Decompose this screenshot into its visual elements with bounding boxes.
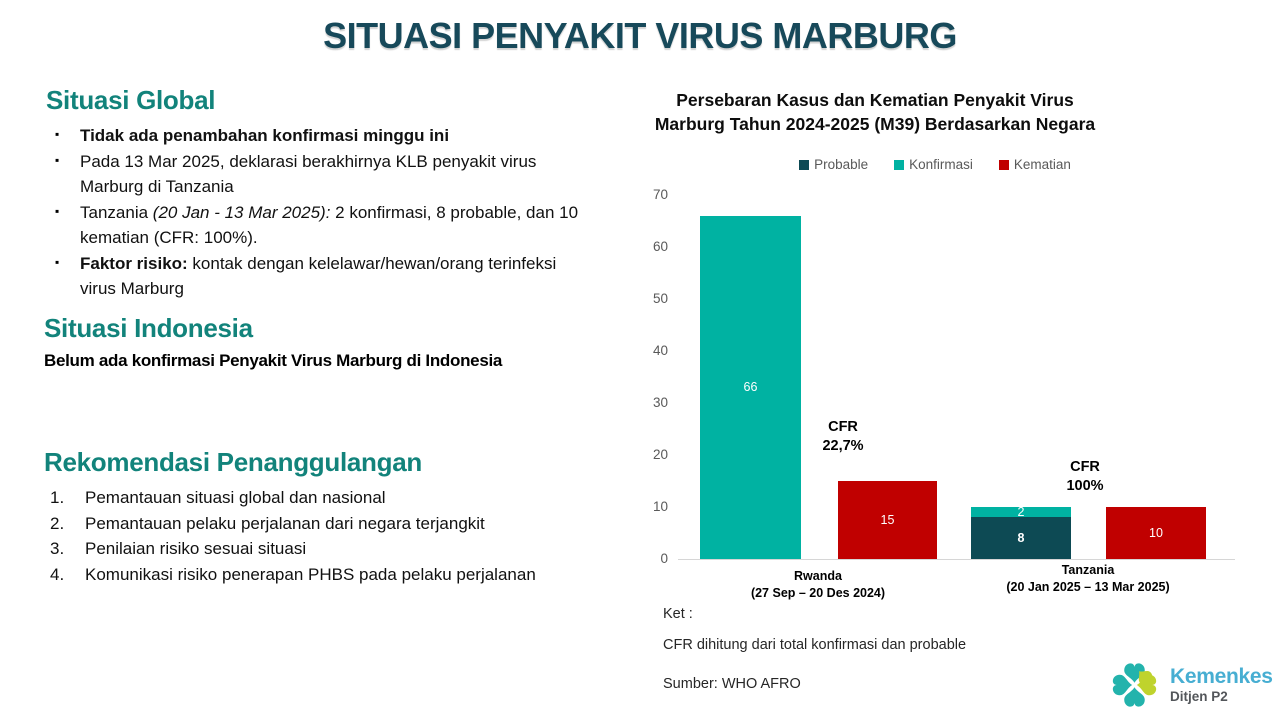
y-axis-tick: 60	[652, 239, 668, 254]
bullet-text: (20 Jan - 13 Mar 2025):	[152, 202, 331, 222]
list-item: Komunikasi risiko penerapan PHBS pada pe…	[50, 562, 536, 587]
kemenkes-logo: Kemenkes Ditjen P2	[1106, 655, 1273, 715]
logo-subtitle: Ditjen P2	[1170, 688, 1228, 704]
legend-item-probable: Probable	[799, 157, 868, 172]
list-item: Pemantauan pelaku perjalanan dari negara…	[50, 511, 485, 536]
heading-situasi-global: Situasi Global	[46, 85, 216, 115]
legend-label: Probable	[814, 157, 869, 172]
bar-value-label: 10	[1149, 526, 1163, 540]
legend-item-kematian: Kematian	[998, 157, 1071, 172]
y-axis-tick: 20	[652, 447, 668, 462]
bullet-text: Pada 13 Mar 2025, deklarasi berakhirnya …	[80, 151, 537, 197]
bar-value-label: 8	[1017, 531, 1025, 546]
bar-rwanda-0: 66	[700, 215, 801, 559]
list-item: ▪ Faktor risiko: kontak dengan kelelawar/…	[46, 251, 591, 302]
legend-item-konfirmasi: Konfirmasi	[894, 157, 973, 172]
category-name: Rwanda	[794, 569, 842, 583]
legend-label: Kematian	[1013, 157, 1071, 172]
bar-value-label: 66	[743, 380, 758, 395]
bullet-text: 2 konfirmasi, 8 probable, dan 10 kematia…	[80, 202, 579, 248]
y-axis-tick: 10	[652, 499, 668, 514]
bullet-text: Faktor risiko:	[80, 253, 188, 273]
rekomendasi-list: Pemantauan situasi global dan nasional P…	[44, 485, 559, 587]
note-ket-text: CFR dihitung dari total konfirmasi dan p…	[663, 637, 967, 653]
x-axis-label-tanzania: Tanzania (20 Jan 2025 – 13 Mar 2025)	[938, 562, 1238, 596]
bar-segment-kematian: 10	[1106, 507, 1206, 559]
section-situasi-indonesia: Situasi Indonesia Belum ada konfirmasi P…	[44, 312, 604, 371]
y-axis-tick: 70	[652, 187, 668, 202]
bar-segment-konfirmasi: 2	[971, 505, 1071, 520]
category-period: (20 Jan 2025 – 13 Mar 2025)	[1006, 580, 1170, 594]
y-axis-tick: 40	[652, 343, 668, 358]
chart-region: Persebaran Kasus dan Kematian Penyakit V…	[640, 85, 1272, 717]
cfr-value: 22,7%	[822, 438, 864, 454]
cfr-title: CFR	[828, 419, 858, 435]
y-axis-tick: 0	[660, 551, 668, 566]
category-period: (27 Sep – 20 Des 2024)	[750, 586, 886, 600]
list-item: ▪ Tidak ada penambahan konfirmasi minggu …	[46, 123, 591, 149]
cfr-annotation-tanzania: CFR 100%	[1025, 458, 1145, 496]
kemenkes-clover-icon	[1112, 663, 1157, 707]
bar-value-label: 2	[1017, 505, 1025, 520]
cfr-annotation-rwanda: CFR 22,7%	[783, 418, 903, 456]
bullet-icon: ▪	[55, 254, 60, 269]
bullet-icon: ▪	[55, 127, 60, 141]
bar-value-label: 15	[880, 513, 895, 527]
chart-title: Persebaran Kasus dan Kematian Penyakit V…	[654, 90, 1096, 134]
section-rekomendasi: Rekomendasi Penanggulangan Pemantauan si…	[44, 446, 559, 587]
chart-plot: CFR 22,7% CFR 100% Rwanda (27 Sep – 20 D…	[653, 187, 1235, 600]
cfr-value: 100%	[1066, 478, 1104, 494]
probable-swatch-icon	[799, 159, 810, 170]
section-situasi-global: Situasi Global ▪ Tidak ada penambahan kon…	[46, 84, 591, 302]
chart-legend: Probable Konfirmasi Kematian	[640, 157, 1230, 172]
list-item: Pemantauan situasi global dan nasional	[50, 485, 386, 510]
list-item: ▪ Pada 13 Mar 2025, deklarasi berakhirnya…	[46, 149, 591, 200]
x-axis-label-rwanda: Rwanda (27 Sep – 20 Des 2024)	[668, 568, 968, 602]
bar-rwanda-1: 15	[838, 481, 937, 559]
heading-rekomendasi: Rekomendasi Penanggulangan	[44, 447, 422, 477]
bar-segment-kematian: 15	[838, 481, 937, 559]
global-bullet-list: ▪ Tidak ada penambahan konfirmasi minggu …	[46, 123, 591, 302]
bullet-text: Tidak ada penambahan konfirmasi minggu i…	[80, 126, 450, 145]
bullet-icon: ▪	[55, 203, 60, 218]
cfr-title: CFR	[1070, 459, 1100, 475]
y-axis-tick: 50	[652, 291, 668, 306]
bullet-text: Tanzania	[80, 202, 153, 222]
page-title: SITUASI PENYAKIT VIRUS MARBURG	[323, 15, 957, 56]
indonesia-statement: Belum ada konfirmasi Penyakit Virus Marb…	[44, 351, 503, 370]
y-axis-tick: 30	[652, 395, 668, 410]
category-name: Tanzania	[1061, 563, 1115, 577]
logo-wordmark: Kemenkes	[1170, 664, 1273, 688]
bullet-text: kontak dengan kelelawar/hewan/orang teri…	[80, 253, 557, 299]
bar-segment-konfirmasi: 66	[700, 215, 801, 559]
list-item: Penilaian risiko sesuai situasi	[50, 536, 307, 561]
bullet-icon: ▪	[55, 152, 60, 167]
kematian-swatch-icon	[998, 159, 1009, 170]
source-note: Sumber: WHO AFRO	[663, 676, 801, 692]
list-item: ▪ Tanzania (20 Jan - 13 Mar 2025): 2 konf…	[46, 200, 591, 251]
heading-situasi-indonesia: Situasi Indonesia	[44, 313, 253, 343]
bar-tanzania-1: 10	[1106, 507, 1206, 559]
legend-label: Konfirmasi	[909, 157, 973, 172]
note-ket-label: Ket :	[663, 606, 693, 622]
konfirmasi-swatch-icon	[894, 159, 905, 170]
bar-segment-probable: 8	[971, 517, 1071, 559]
